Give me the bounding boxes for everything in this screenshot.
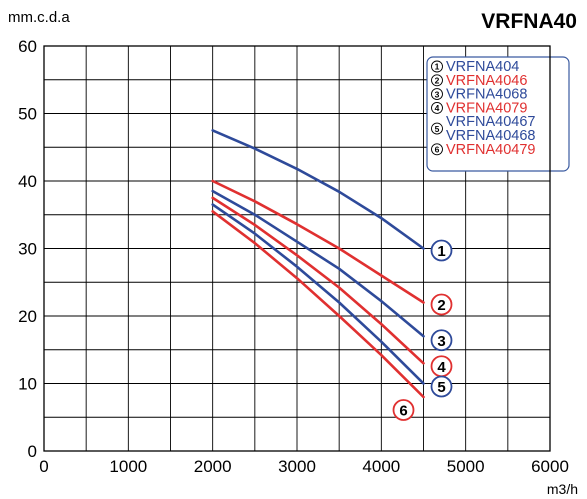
legend-marker-number: 6 [435, 145, 440, 155]
y-tick-label: 0 [28, 442, 37, 461]
curve-marker-6: 6 [392, 399, 415, 421]
curve-marker-number: 1 [437, 243, 445, 260]
legend-entry-1: 1 VRFNA404 [431, 59, 519, 75]
legend-entry-4: 4 VRFNA4079 [431, 100, 527, 116]
curve-marker-circle [430, 375, 453, 398]
curve-marker-5: 5 [430, 375, 453, 398]
curve-markers: 1 2 3 4 5 6 [392, 239, 453, 421]
y-tick-label: 30 [18, 240, 37, 259]
series-line-6 [211, 210, 425, 399]
series-line-5 [211, 203, 425, 385]
chart-title: VRFNA40 [481, 10, 577, 33]
legend-box [426, 56, 570, 172]
series-line-1 [211, 129, 425, 250]
plot-frame [43, 45, 551, 452]
legend-marker-circle [431, 101, 443, 114]
legend-marker-circle [431, 143, 443, 156]
x-tick-label: 5000 [447, 457, 485, 476]
curve-marker-4: 4 [430, 355, 453, 378]
legend-marker-number: 5 [435, 124, 440, 134]
curve-marker-number: 6 [399, 403, 407, 420]
curve-marker-number: 5 [437, 379, 445, 396]
curve-marker-number: 3 [437, 333, 445, 350]
x-axis-label: m3/h [547, 481, 578, 497]
curve-marker-number: 2 [437, 297, 445, 314]
legend-marker-number: 2 [435, 76, 440, 86]
y-axis-label: mm.c.d.a [8, 9, 70, 26]
legend-entry-2: 2 VRFNA4046 [431, 73, 527, 89]
curve-marker-circle [430, 293, 453, 316]
x-tick-label: 6000 [531, 457, 569, 476]
legend-marker-circle [431, 60, 443, 73]
series-line-3 [211, 189, 425, 338]
legend-entry-6: 6 VRFNA40479 [431, 142, 535, 158]
x-tick-label: 0 [39, 457, 48, 476]
curve-marker-1: 1 [430, 239, 453, 262]
legend-label: VRFNA40479 [446, 142, 535, 158]
legend-marker-number: 4 [435, 103, 440, 113]
legend-marker-number: 1 [435, 62, 440, 72]
curve-marker-2: 2 [430, 293, 453, 316]
x-tick-label: 3000 [278, 457, 316, 476]
x-tick-label: 2000 [194, 457, 232, 476]
x-tick-label: 1000 [109, 457, 147, 476]
series-line-2 [211, 179, 425, 304]
legend-marker-number: 3 [435, 89, 440, 99]
curve-marker-circle [430, 239, 453, 262]
series-line-4 [211, 196, 425, 365]
y-tick-label: 50 [18, 105, 37, 124]
legend-marker-circle [431, 122, 443, 135]
x-tick-label: 4000 [362, 457, 400, 476]
curve-marker-circle [430, 329, 453, 352]
series-lines [211, 129, 425, 399]
legend-label: VRFNA404 [446, 59, 519, 75]
tick-labels: 0 1000 2000 3000 4000 5000 6000 0 10 20 30 40 50 60 [18, 37, 569, 476]
legend-label: VRFNA40468 [446, 128, 535, 144]
legend-marker-circle [431, 74, 443, 87]
legend-label: VRFNA4079 [446, 100, 527, 116]
legend-marker-circle [431, 88, 443, 101]
legend-label: VRFNA4046 [446, 73, 527, 89]
y-tick-label: 40 [18, 172, 37, 191]
y-tick-label: 60 [18, 37, 37, 56]
legend-label: VRFNA4068 [446, 87, 527, 103]
y-tick-label: 10 [18, 375, 37, 394]
curve-marker-3: 3 [430, 329, 453, 352]
curve-marker-number: 4 [437, 359, 446, 376]
legend-label: VRFNA40467 [446, 114, 535, 130]
curve-marker-circle [392, 399, 415, 421]
legend-entry-3: 3 VRFNA4068 [431, 87, 527, 103]
y-tick-label: 20 [18, 307, 37, 326]
